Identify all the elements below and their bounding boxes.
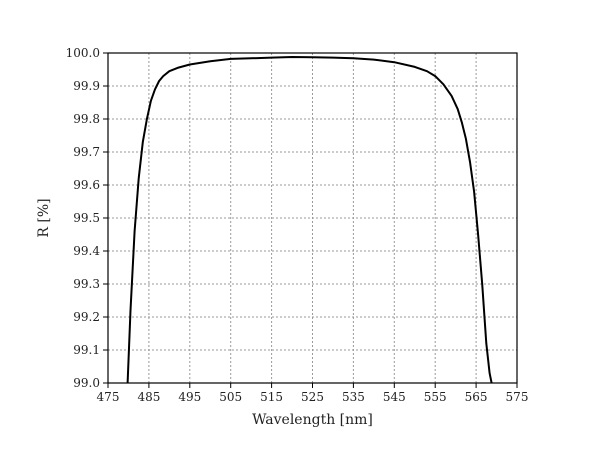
plot-frame xyxy=(107,52,518,384)
y-tick-label: 99.3 xyxy=(73,277,100,291)
grid-lines xyxy=(108,53,517,383)
y-tick-label: 99.1 xyxy=(73,343,100,357)
x-tick-label: 515 xyxy=(260,390,283,404)
y-tick-label: 99.9 xyxy=(73,79,100,93)
y-axis-ticks: 99.0 99.1 99.2 99.3 99.4 99.5 99.6 99.7 99.8 99.9… xyxy=(66,46,108,390)
y-tick-label: 99.6 xyxy=(73,178,100,192)
reflectance-series-line xyxy=(126,56,493,384)
x-tick-label: 475 xyxy=(97,390,120,404)
x-tick-label: 495 xyxy=(178,390,201,404)
y-tick-label: 99.7 xyxy=(73,145,100,159)
x-tick-label: 575 xyxy=(506,390,529,404)
y-tick-label: 99.2 xyxy=(73,310,100,324)
x-axis-ticks: 475 485 495 505 515 525 535 545 555 565 575 xyxy=(97,383,529,404)
y-tick-label: 100.0 xyxy=(66,46,100,60)
y-tick-label: 99.0 xyxy=(73,376,100,390)
x-axis-title: Wavelength [nm] xyxy=(252,412,373,428)
x-tick-label: 525 xyxy=(301,390,324,404)
y-tick-label: 99.5 xyxy=(73,211,100,225)
x-tick-label: 535 xyxy=(342,390,365,404)
x-tick-label: 485 xyxy=(137,390,160,404)
y-tick-label: 99.4 xyxy=(73,244,100,258)
y-tick-label: 99.8 xyxy=(73,112,100,126)
x-tick-label: 545 xyxy=(383,390,406,404)
x-tick-label: 555 xyxy=(424,390,447,404)
x-tick-label: 505 xyxy=(219,390,242,404)
y-axis-title: R [%] xyxy=(36,198,52,237)
x-tick-label: 565 xyxy=(465,390,488,404)
series-layer xyxy=(126,56,493,384)
